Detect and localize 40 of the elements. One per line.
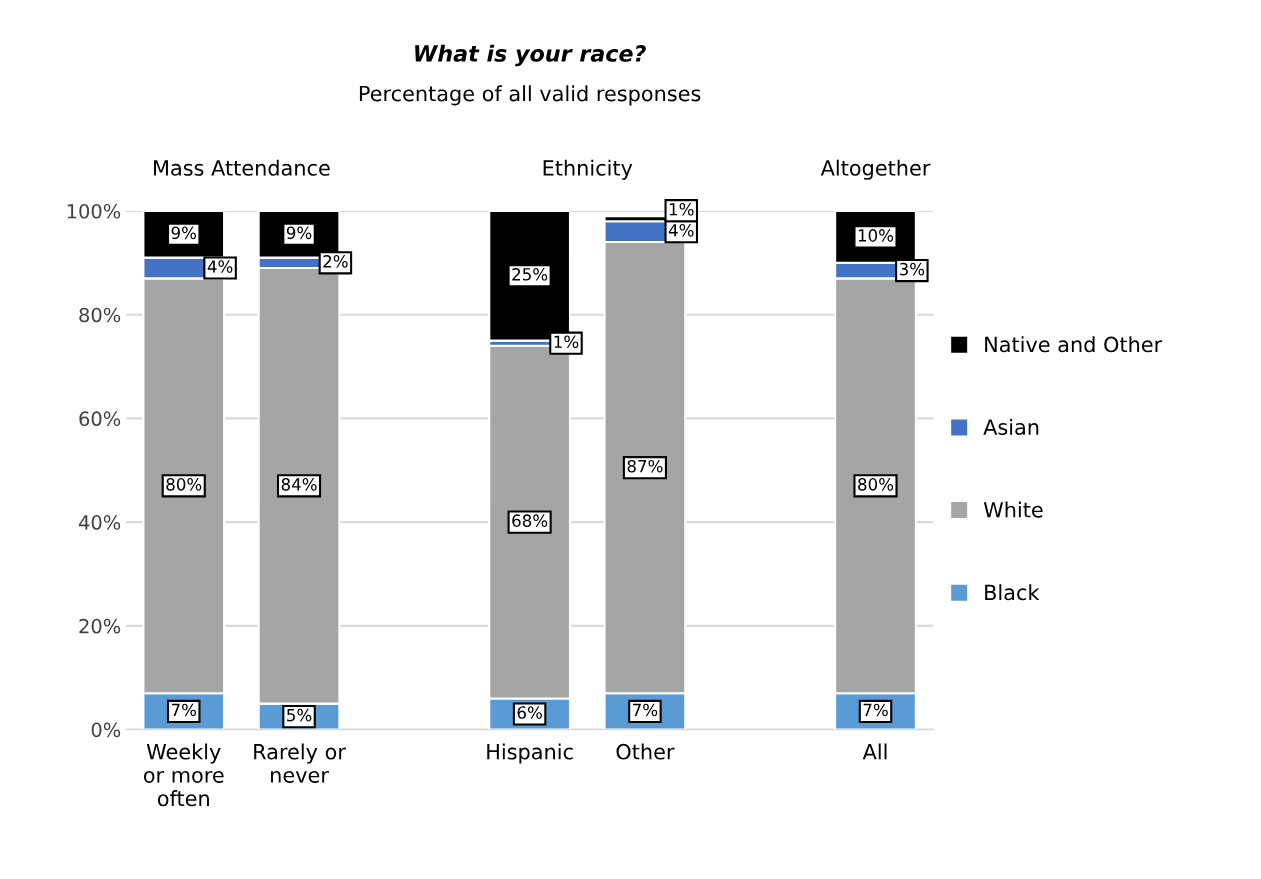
data-label: 9% — [286, 226, 312, 240]
y-tick-label: 20% — [79, 618, 121, 634]
data-label: 2% — [323, 255, 348, 268]
data-label: 10% — [858, 229, 894, 242]
data-label: 7% — [633, 703, 658, 717]
data-label: 25% — [512, 268, 548, 281]
legend-label: Native and Other — [985, 336, 1163, 353]
y-tick-label: 0% — [91, 722, 121, 738]
x-tick-label: All — [862, 743, 887, 760]
data-label: 6% — [517, 706, 542, 719]
data-label: 7% — [863, 703, 888, 717]
text: Mass Attendance — [154, 159, 330, 176]
data-label: 84% — [281, 478, 317, 491]
x-tick-label: Other — [616, 743, 675, 760]
data-label: 4% — [207, 260, 233, 273]
y-tick-label: 100% — [67, 203, 121, 219]
data-label: 4% — [668, 223, 694, 237]
y-tick-label: 80% — [79, 307, 121, 323]
data-label: 80% — [166, 478, 202, 491]
chart-title: What is your race? — [415, 44, 646, 67]
data-label: 68% — [512, 514, 548, 527]
data-label: 3% — [899, 262, 925, 276]
x-tick-label: Hispanic — [487, 743, 573, 764]
legend-label: Asian — [983, 418, 1039, 435]
data-label: 87% — [627, 459, 663, 473]
x-tick-label: Weekly or more often — [143, 743, 224, 807]
data-label: 7% — [171, 703, 197, 717]
data-label: 1% — [554, 335, 579, 349]
data-label: 1% — [669, 202, 694, 216]
text: Altogether — [820, 159, 931, 180]
y-tick-label: 40% — [78, 515, 121, 530]
y-tick-label: 60% — [79, 411, 121, 427]
text: Ethnicity — [543, 159, 633, 180]
data-label: 80% — [858, 478, 894, 491]
data-label: 5% — [287, 708, 312, 722]
chart-subtitle: Percentage of all valid responses — [359, 85, 701, 106]
legend-label: White — [983, 501, 1043, 518]
legend-label: Black — [985, 584, 1040, 601]
x-tick-label: Rarely or never — [254, 743, 346, 783]
data-label: 9% — [171, 226, 197, 240]
